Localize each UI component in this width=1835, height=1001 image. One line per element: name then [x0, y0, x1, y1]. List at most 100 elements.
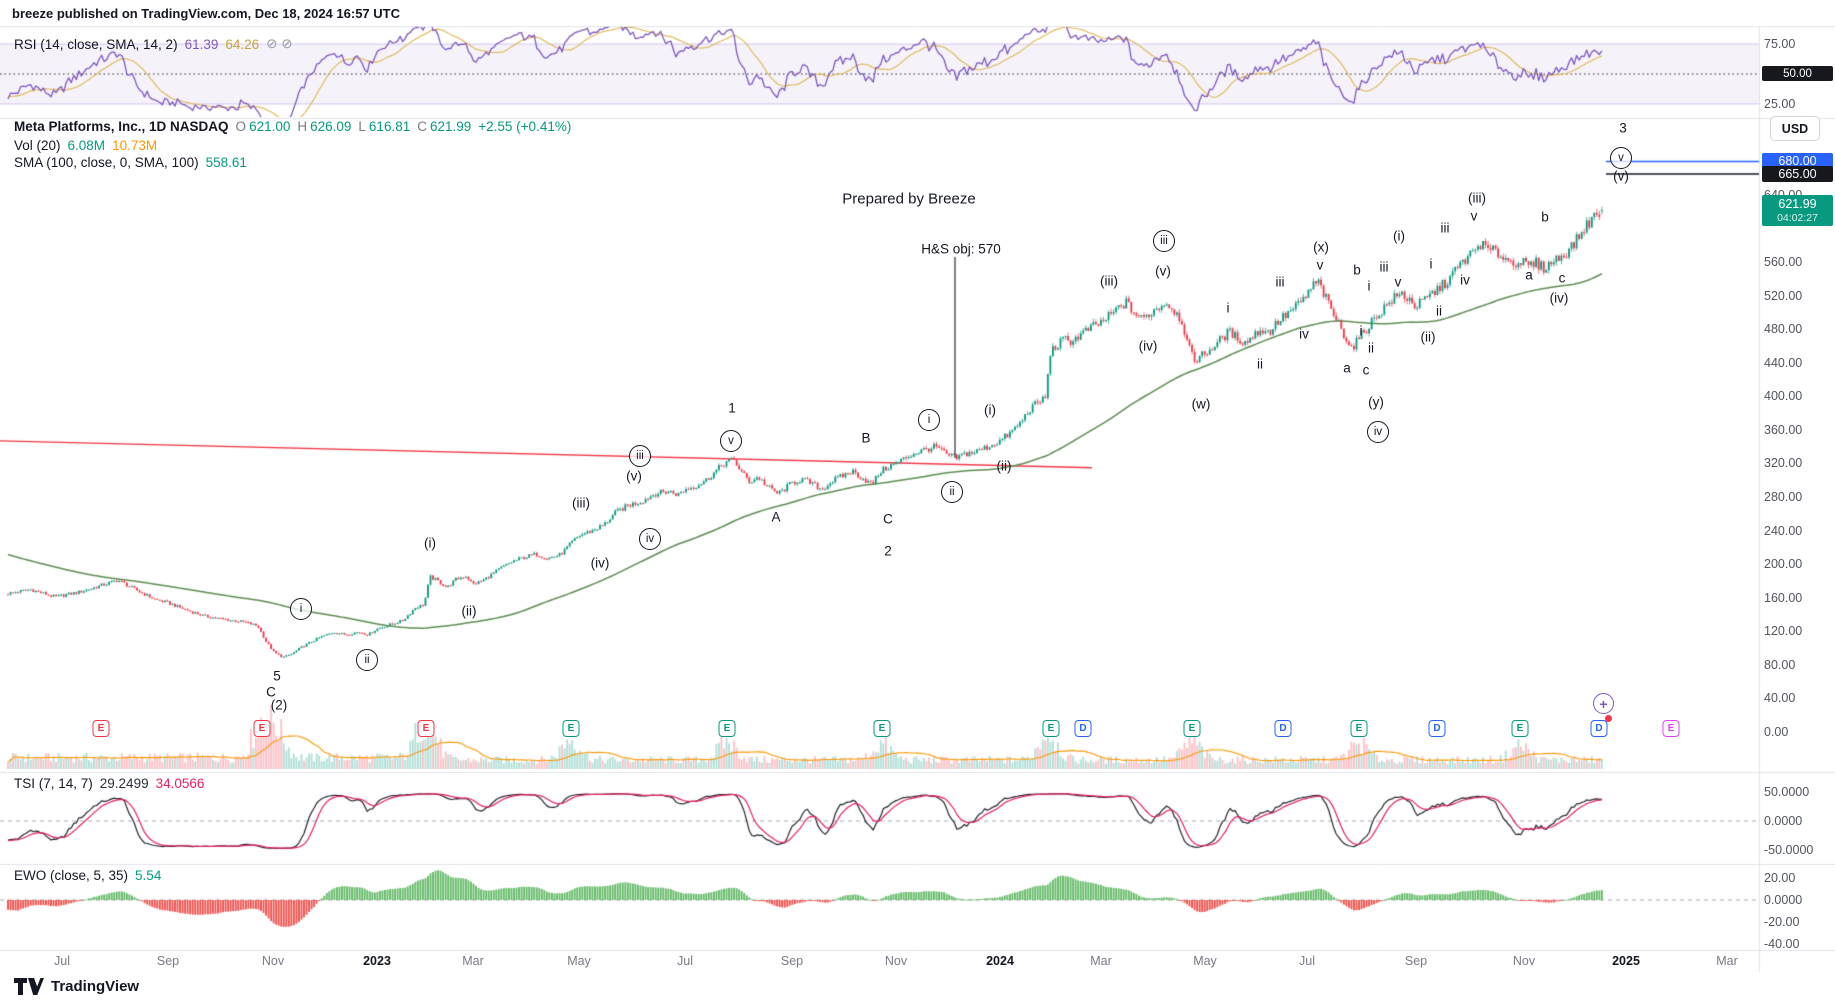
wave-label[interactable]: A — [771, 509, 781, 525]
wave-label[interactable]: v — [1394, 274, 1402, 290]
wave-label-circled[interactable]: i — [290, 598, 312, 620]
wave-label[interactable]: a — [1525, 267, 1533, 283]
earnings-marker[interactable]: E — [1511, 720, 1529, 737]
change-value: +2.55 (+0.41%) — [478, 119, 572, 134]
wave-label[interactable]: (2) — [270, 697, 288, 713]
wave-label[interactable]: (x) — [1313, 239, 1329, 255]
wave-label-circled[interactable]: iv — [639, 528, 661, 550]
wave-label[interactable]: C — [266, 684, 276, 700]
notification-dot — [1605, 715, 1612, 722]
wave-label-circled[interactable]: i — [918, 409, 940, 431]
earnings-marker[interactable]: E — [718, 720, 736, 737]
low-value: 616.81 — [368, 119, 411, 134]
wave-label[interactable]: (i) — [1393, 228, 1405, 244]
add-alert-plus-button[interactable]: + — [1593, 693, 1614, 714]
dividend-marker[interactable]: D — [1274, 720, 1292, 737]
earnings-marker[interactable]: E — [417, 720, 435, 737]
wave-label[interactable]: iii — [1440, 220, 1450, 236]
volume-legend-title: Vol (20) — [14, 138, 61, 153]
wave-label[interactable]: ii — [1368, 340, 1374, 356]
earnings-marker[interactable]: E — [1183, 720, 1201, 737]
wave-label[interactable]: (ii) — [996, 458, 1012, 474]
tradingview-logo[interactable] — [14, 978, 44, 995]
wave-label-circled[interactable]: ii — [356, 649, 378, 671]
wave-label[interactable]: (i) — [984, 402, 996, 418]
open-value: 621.00 — [249, 119, 291, 134]
dividend-marker[interactable]: D — [1590, 720, 1608, 737]
earnings-marker[interactable]: E — [253, 720, 271, 737]
wave-label[interactable]: (ii) — [461, 603, 477, 619]
wave-label-circled[interactable]: iv — [1367, 421, 1389, 443]
wave-label[interactable]: 3 — [1619, 120, 1627, 136]
sma-legend[interactable]: SMA (100, close, 0, SMA, 100) 558.61 — [14, 155, 247, 170]
wave-label[interactable]: c — [1362, 362, 1370, 378]
volume-legend[interactable]: Vol (20) 6.08M 10.73M — [14, 138, 157, 153]
wave-label[interactable]: (ii) — [1420, 329, 1436, 345]
hs-objective-label[interactable]: H&S obj: 570 — [921, 241, 1001, 257]
wave-label[interactable]: 5 — [273, 668, 281, 684]
wave-label[interactable]: (iv) — [1138, 338, 1158, 354]
tsi-signal-value: 34.0566 — [155, 776, 205, 791]
earnings-marker[interactable]: E — [873, 720, 891, 737]
bar-countdown: 04:02:27 — [1777, 211, 1818, 224]
ewo-legend-title: EWO (close, 5, 35) — [14, 868, 129, 883]
wave-label-circled[interactable]: iii — [1153, 230, 1175, 252]
wave-label[interactable]: v — [1470, 208, 1478, 224]
wave-label[interactable]: (iv) — [590, 555, 610, 571]
dividend-marker[interactable]: D — [1428, 720, 1446, 737]
wave-label[interactable]: (v) — [626, 468, 642, 484]
wave-label[interactable]: a — [1343, 360, 1351, 376]
wave-label[interactable]: (i) — [424, 535, 436, 551]
wave-label-circled[interactable]: ii — [941, 481, 963, 503]
tsi-legend[interactable]: TSI (7, 14, 7) 29.2499 34.0566 — [14, 776, 204, 791]
wave-label[interactable]: iv — [1460, 272, 1470, 288]
close-value: 621.99 — [429, 119, 472, 134]
wave-label[interactable]: C — [883, 511, 893, 527]
wave-label[interactable]: b — [1541, 209, 1549, 225]
wave-label[interactable]: (iii) — [1468, 190, 1486, 206]
wave-label[interactable]: iii — [1275, 274, 1285, 290]
dividend-marker[interactable]: D — [1074, 720, 1092, 737]
rsi-hidden-levels-icon: ⊘ ⊘ — [266, 36, 293, 51]
earnings-marker[interactable]: E — [92, 720, 110, 737]
wave-label[interactable]: i — [1367, 278, 1371, 294]
wave-label-circled[interactable]: iii — [629, 445, 651, 467]
earnings-marker[interactable]: E — [1350, 720, 1368, 737]
earnings-marker[interactable]: E — [1042, 720, 1060, 737]
symbol-legend[interactable]: Meta Platforms, Inc., 1D NASDAQ O 621.00… — [14, 119, 571, 134]
wave-label[interactable]: v — [1316, 257, 1324, 273]
wave-label[interactable]: 1 — [728, 400, 736, 416]
wave-label[interactable]: c — [1558, 270, 1566, 286]
wave-label[interactable]: (w) — [1191, 396, 1211, 412]
wave-label-circled[interactable]: v — [720, 430, 742, 452]
wave-label[interactable]: (v) — [1155, 263, 1171, 279]
wave-label[interactable]: iii — [1379, 259, 1389, 275]
wave-label[interactable]: i — [1226, 300, 1230, 316]
wave-label[interactable]: (v) — [1613, 168, 1629, 184]
publish-bar: breeze published on TradingView.com, Dec… — [0, 0, 1835, 26]
tradingview-wordmark[interactable]: TradingView — [51, 978, 140, 995]
prepared-by-note[interactable]: Prepared by Breeze — [842, 190, 976, 208]
wave-label[interactable]: 2 — [884, 543, 892, 559]
rsi-legend[interactable]: RSI (14, close, SMA, 14, 2) 61.39 64.26 … — [14, 36, 293, 52]
wave-label[interactable]: ii — [1436, 303, 1442, 319]
wave-label[interactable]: i — [1429, 256, 1433, 272]
wave-label[interactable]: (iii) — [572, 495, 590, 511]
wave-label[interactable]: ii — [1257, 356, 1263, 372]
earnings-marker[interactable]: E — [562, 720, 580, 737]
sma-legend-title: SMA (100, close, 0, SMA, 100) — [14, 155, 199, 170]
last-price-badge: 621.99 04:02:27 — [1762, 195, 1833, 226]
currency-button[interactable]: USD — [1770, 116, 1820, 141]
wave-label[interactable]: (iv) — [1549, 290, 1569, 306]
wave-label[interactable]: (iii) — [1100, 273, 1118, 289]
wave-label[interactable]: iv — [1299, 326, 1309, 342]
wave-label-circled[interactable]: v — [1610, 147, 1632, 169]
wave-label[interactable]: (y) — [1368, 394, 1384, 410]
wave-label[interactable]: i — [1359, 323, 1363, 339]
footer-bar: TradingView — [0, 972, 1835, 1001]
earnings-marker[interactable]: E — [1662, 720, 1680, 737]
ewo-legend[interactable]: EWO (close, 5, 35) 5.54 — [14, 868, 161, 883]
wave-label[interactable]: b — [1353, 262, 1361, 278]
wave-label[interactable]: B — [861, 430, 871, 446]
